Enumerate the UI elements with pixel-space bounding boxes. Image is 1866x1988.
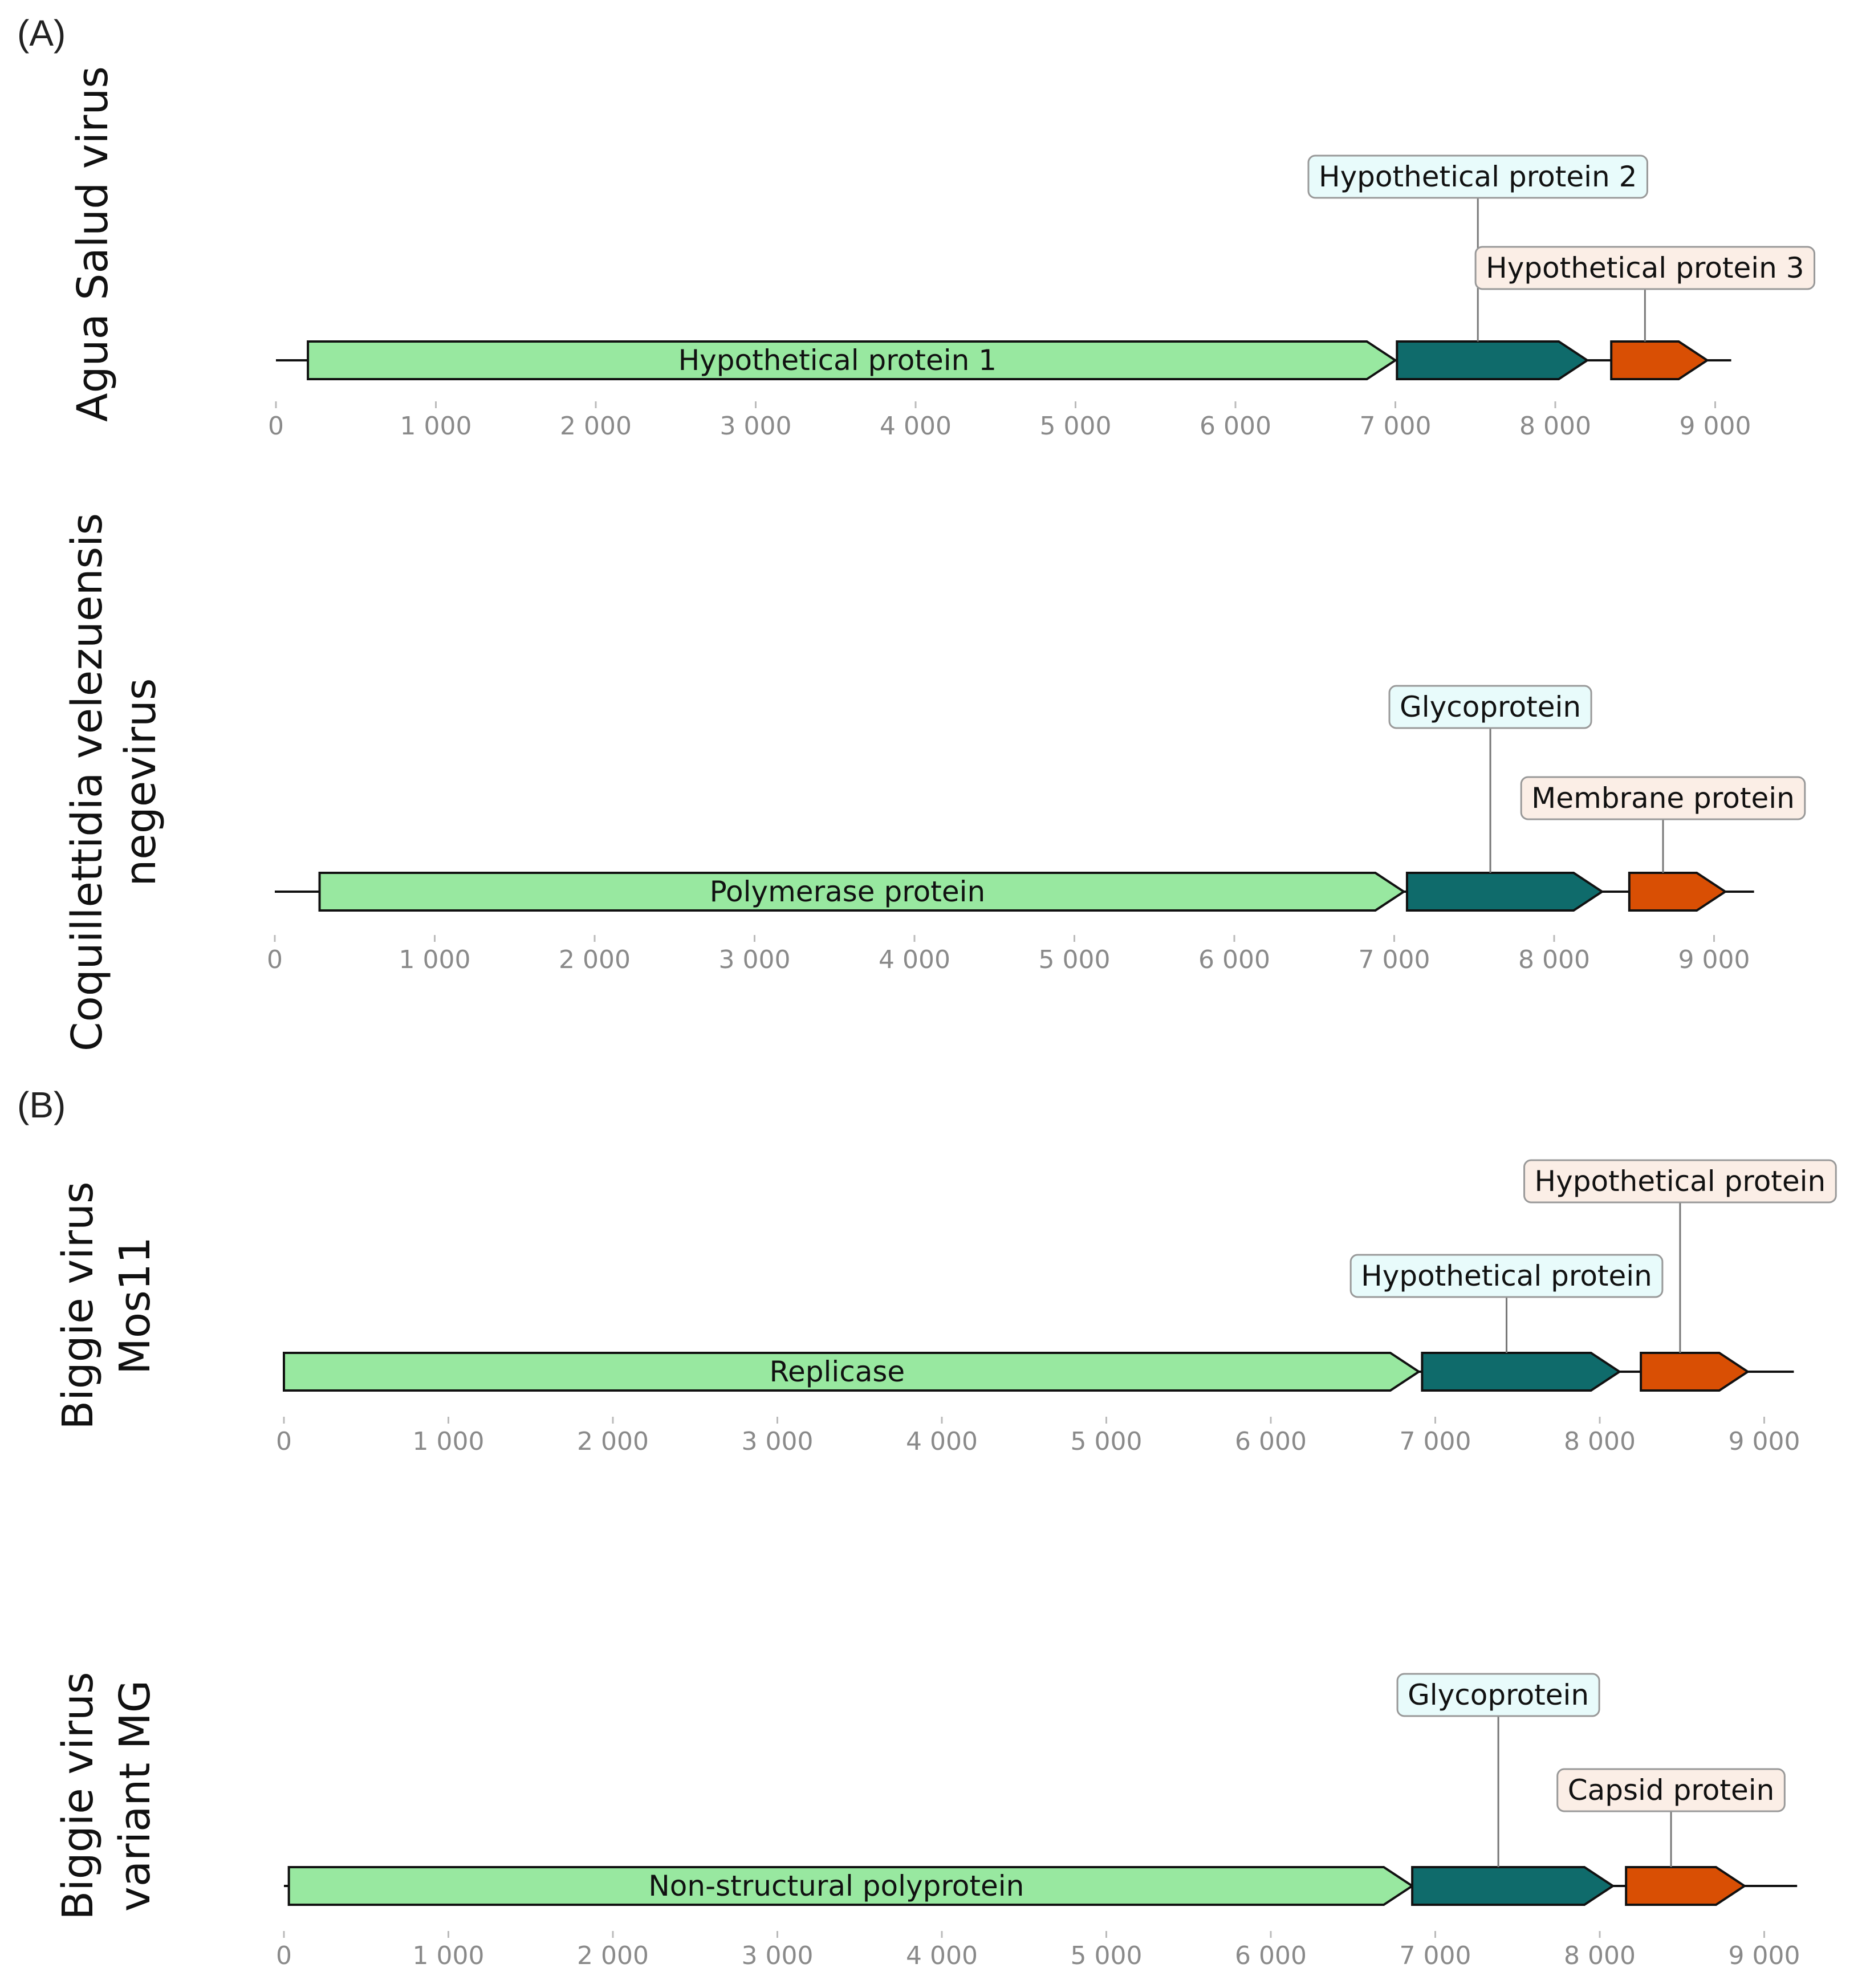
callout-box [1396,1673,1600,1717]
axis-tick-label: 7 000 [1360,412,1432,441]
genome-name: variant MG [111,1680,160,1912]
callout-label: Glycoprotein [1408,1678,1589,1711]
gene-callout: Membrane protein [1520,776,1806,820]
axis-tick-label: 5 000 [1071,1941,1143,1970]
axis-tick-label: 6 000 [1235,1941,1307,1970]
gene-arrow [1625,1866,1747,1906]
callout-box [1556,1768,1786,1812]
callout-box [1307,155,1648,199]
axis-tick-label: 9 000 [1729,1427,1800,1456]
axis-tick-label: 8 000 [1564,1941,1636,1970]
gene-callout: Capsid protein [1556,1768,1786,1812]
axis-tick-label: 0 [267,945,283,974]
axis-tick-label: 1 000 [400,412,472,441]
gene-callout: Hypothetical protein 2 [1307,155,1648,199]
axis-tick-label: 2 000 [577,1427,649,1456]
axis-tick-label: 5 000 [1040,412,1112,441]
genome-track: Agua Salud virus 0 1 000 2 000 3 000 4 000 5 0… [68,66,1816,441]
axis-tick-label: 3 000 [742,1427,814,1456]
gene-callout: Hypothetical protein [1349,1254,1664,1298]
axis-tick-label: 1 000 [399,945,471,974]
callout-label: Hypothetical protein 2 [1319,160,1637,193]
axis-tick-label: 8 000 [1518,945,1590,974]
panel-label: (B) [17,1084,66,1125]
gene-arrow [287,1866,1414,1906]
axis-tick-label: 7 000 [1400,1427,1471,1456]
callout-label: Capsid protein [1568,1774,1775,1807]
axis-tick-label: 2 000 [560,412,632,441]
axis-tick-label: 0 [268,412,284,441]
axis-tick-label: 5 000 [1071,1427,1143,1456]
gene-callout: Hypothetical protein 3 [1474,246,1816,290]
gene-arrow [1421,1352,1622,1392]
gene-callout: Glycoprotein [1396,1673,1600,1717]
axis-tick-label: 6 000 [1235,1427,1307,1456]
genome-name: negevirus [116,678,165,886]
genome-track: Biggie virus Mos11 0 1 000 2 000 3 000 4 000 5 … [54,1159,1837,1456]
axis-tick-label: 7 000 [1359,945,1430,974]
callout-box [1520,776,1806,820]
axis-tick-label: 4 000 [880,412,952,441]
axis-tick-label: 9 000 [1680,412,1751,441]
axis-tick-label: 8 000 [1519,412,1591,441]
gene-label: Non-structural polyprotein [648,1869,1024,1902]
gene-callout: Hypothetical protein [1523,1159,1837,1204]
genome-name: Biggie virus [54,1672,103,1920]
axis-tick-label: 6 000 [1200,412,1271,441]
genome-name: Agua Salud virus [68,66,117,422]
axis-tick-label: 7 000 [1400,1941,1471,1970]
axis-tick-label: 4 000 [906,1427,978,1456]
genome-name: Biggie virus [54,1181,103,1429]
axis-tick-label: 6 000 [1198,945,1270,974]
gene-label: Hypothetical protein 1 [678,344,997,377]
axis-tick-label: 9 000 [1678,945,1750,974]
axis-tick-label: 5 000 [1039,945,1111,974]
gene-arrow [1610,340,1710,380]
genome-track: Biggie virus variant MG 0 1 000 2 000 3 000 4 … [54,1672,1800,1970]
callout-box [1474,246,1816,290]
axis-tick-label: 9 000 [1729,1941,1800,1970]
axis-tick-label: 3 000 [742,1941,814,1970]
callout-label: Membrane protein [1531,782,1795,815]
axis-tick-label: 0 [276,1427,292,1456]
axis-tick-label: 3 000 [720,412,792,441]
axis-tick-label: 2 000 [577,1941,649,1970]
axis-tick-label: 1 000 [413,1427,485,1456]
gene-arrow [283,1352,1421,1392]
callout-label: Hypothetical protein [1361,1259,1652,1292]
gene-arrow [1405,872,1604,912]
genome-track: Coquillettidia velezuensis negevirus 0 1 00… [63,513,1806,1051]
axis-tick-label: 8 000 [1564,1427,1636,1456]
axis-tick-label: 1 000 [413,1941,485,1970]
axis-tick-label: 2 000 [559,945,631,974]
gene-arrow [307,340,1398,380]
gene-arrow [1396,340,1589,380]
gene-callout: Glycoprotein [1388,685,1592,729]
axis-tick-label: 3 000 [719,945,791,974]
gene-arrow [1628,872,1727,912]
callout-box [1523,1159,1837,1204]
gene-arrow [1411,1866,1615,1906]
callout-label: Hypothetical protein 3 [1486,251,1804,284]
axis-tick-label: 4 000 [879,945,950,974]
callout-box [1349,1254,1664,1298]
gene-arrow [318,872,1406,912]
axis-tick-label: 4 000 [906,1941,978,1970]
callout-box [1388,685,1592,729]
gene-label: Polymerase protein [710,875,986,908]
genome-name: Coquillettidia velezuensis [63,513,112,1051]
gene-label: Replicase [769,1355,905,1388]
axis-tick-label: 0 [276,1941,292,1970]
panel-label: (A) [17,13,66,54]
callout-label: Hypothetical protein [1535,1165,1826,1198]
callout-label: Glycoprotein [1400,690,1581,723]
gene-arrow [1640,1352,1750,1392]
genome-name: Mos11 [111,1237,160,1375]
